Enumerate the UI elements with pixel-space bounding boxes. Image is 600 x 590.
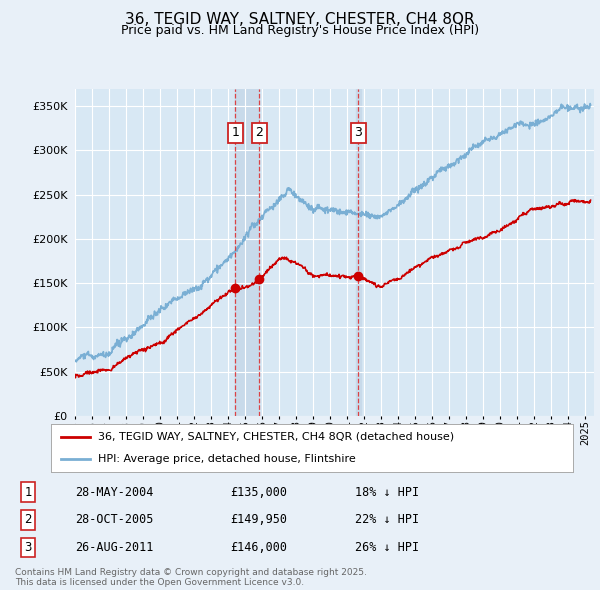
Text: 28-MAY-2004: 28-MAY-2004 — [75, 486, 154, 499]
Bar — [356, 88, 361, 416]
Text: 2: 2 — [24, 513, 32, 526]
Text: 28-OCT-2005: 28-OCT-2005 — [75, 513, 154, 526]
Text: 22% ↓ HPI: 22% ↓ HPI — [355, 513, 419, 526]
Text: 1: 1 — [231, 126, 239, 139]
Text: Price paid vs. HM Land Registry's House Price Index (HPI): Price paid vs. HM Land Registry's House … — [121, 24, 479, 37]
Text: 36, TEGID WAY, SALTNEY, CHESTER, CH4 8QR: 36, TEGID WAY, SALTNEY, CHESTER, CH4 8QR — [125, 12, 475, 27]
Text: 26-AUG-2011: 26-AUG-2011 — [75, 541, 154, 554]
Text: 36, TEGID WAY, SALTNEY, CHESTER, CH4 8QR (detached house): 36, TEGID WAY, SALTNEY, CHESTER, CH4 8QR… — [98, 432, 454, 442]
Text: £146,000: £146,000 — [230, 541, 287, 554]
Text: £135,000: £135,000 — [230, 486, 287, 499]
Text: 1: 1 — [24, 486, 32, 499]
Text: 2: 2 — [256, 126, 263, 139]
Text: 26% ↓ HPI: 26% ↓ HPI — [355, 541, 419, 554]
Text: Contains HM Land Registry data © Crown copyright and database right 2025.
This d: Contains HM Land Registry data © Crown c… — [15, 568, 367, 587]
Text: 3: 3 — [355, 126, 362, 139]
Text: HPI: Average price, detached house, Flintshire: HPI: Average price, detached house, Flin… — [98, 454, 356, 464]
Bar — [235, 88, 259, 416]
Text: 18% ↓ HPI: 18% ↓ HPI — [355, 486, 419, 499]
Text: 3: 3 — [25, 541, 32, 554]
Text: £149,950: £149,950 — [230, 513, 287, 526]
